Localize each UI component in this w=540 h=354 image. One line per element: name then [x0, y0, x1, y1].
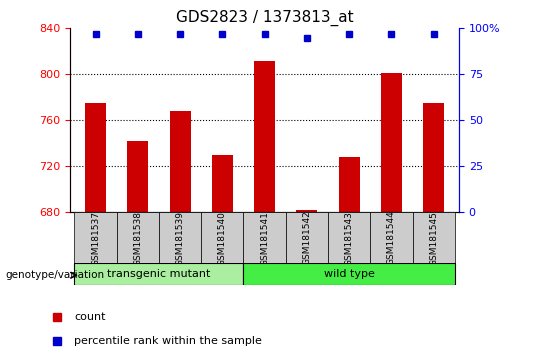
Bar — [75, 212, 117, 264]
Bar — [212, 155, 233, 212]
Text: transgenic mutant: transgenic mutant — [107, 269, 211, 279]
Bar — [117, 212, 159, 264]
Bar — [85, 103, 106, 212]
Text: GSM181545: GSM181545 — [429, 211, 438, 266]
Text: count: count — [74, 312, 106, 322]
Text: GSM181537: GSM181537 — [91, 211, 100, 266]
Bar — [413, 212, 455, 264]
Bar — [244, 263, 455, 285]
Text: GSM181539: GSM181539 — [176, 211, 185, 266]
Bar — [159, 212, 201, 264]
Bar — [75, 263, 244, 285]
Bar — [286, 212, 328, 264]
Bar — [127, 141, 149, 212]
Bar — [254, 61, 275, 212]
Text: GSM181538: GSM181538 — [133, 211, 143, 266]
Text: GSM181544: GSM181544 — [387, 211, 396, 266]
Bar — [244, 212, 286, 264]
Text: GSM181540: GSM181540 — [218, 211, 227, 266]
Bar — [423, 103, 444, 212]
Text: GSM181541: GSM181541 — [260, 211, 269, 266]
Bar — [370, 212, 413, 264]
Title: GDS2823 / 1373813_at: GDS2823 / 1373813_at — [176, 9, 353, 25]
Bar — [328, 212, 370, 264]
Bar — [201, 212, 244, 264]
Text: wild type: wild type — [323, 269, 375, 279]
Bar — [170, 111, 191, 212]
Bar — [339, 157, 360, 212]
Bar — [296, 210, 318, 212]
Text: percentile rank within the sample: percentile rank within the sample — [74, 336, 262, 346]
Text: GSM181543: GSM181543 — [345, 211, 354, 266]
Text: GSM181542: GSM181542 — [302, 211, 312, 266]
Bar — [381, 73, 402, 212]
Text: genotype/variation: genotype/variation — [5, 270, 105, 280]
